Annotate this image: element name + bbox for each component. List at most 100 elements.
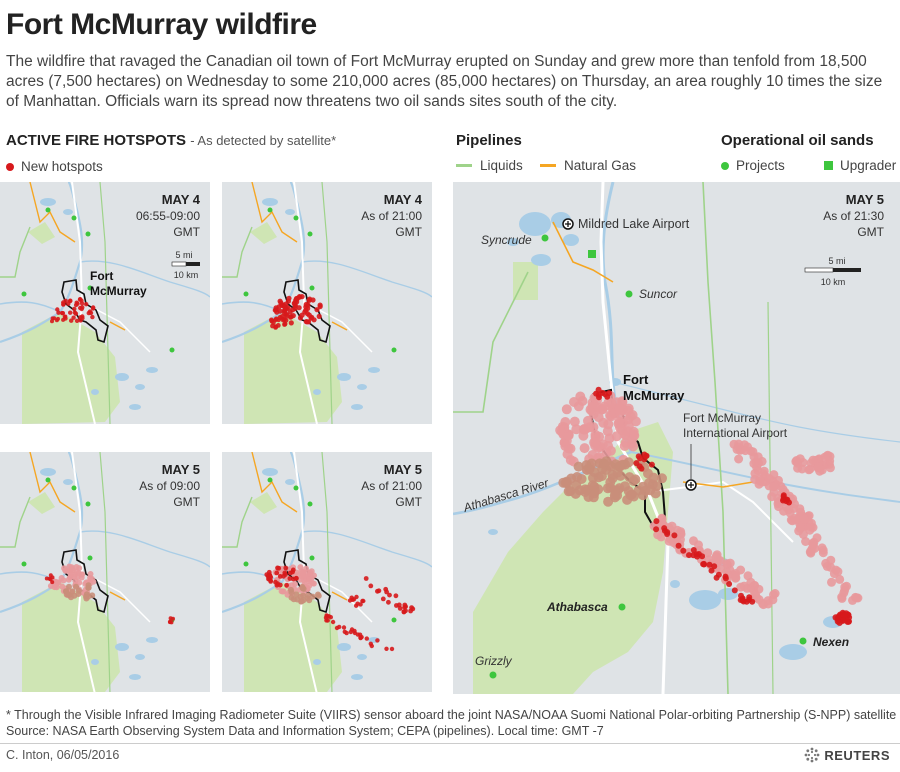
map-time-label: As of 21:00 — [361, 479, 422, 493]
new-hotspot — [287, 576, 293, 581]
city-label-line2: McMurray — [90, 284, 147, 298]
new-hotspot — [653, 518, 660, 525]
new-hotspot — [653, 526, 660, 533]
oil-sands-project-icon — [391, 347, 397, 353]
new-hotspot — [78, 297, 83, 302]
water-body — [63, 209, 73, 215]
liquids-pipeline — [0, 496, 31, 548]
water-body — [262, 198, 278, 206]
older-hotspot — [558, 477, 569, 488]
new-hotspot — [273, 316, 279, 322]
forest-area — [22, 312, 120, 424]
older-hotspot — [657, 473, 667, 484]
water-body — [337, 643, 351, 651]
new-hotspot — [713, 574, 720, 581]
new-hotspot — [290, 313, 296, 319]
old-hotspot — [606, 398, 617, 409]
water-body — [313, 389, 321, 395]
older-hotspot — [288, 589, 295, 596]
new-hotspot — [648, 461, 655, 468]
new-hotspot — [78, 315, 83, 320]
older-hotspot — [630, 474, 641, 485]
gas-pipeline-short — [331, 591, 348, 601]
new-hotspot — [384, 646, 389, 651]
old-hotspot — [571, 424, 582, 435]
new-hotspot — [841, 612, 848, 619]
map-timezone-label: GMT — [395, 495, 422, 509]
old-hotspot — [657, 515, 667, 524]
new-hotspot — [84, 302, 89, 307]
legend-natural-gas-label: Natural Gas — [564, 158, 637, 173]
old-hotspot — [66, 563, 73, 570]
map-timezone-label: GMT — [395, 225, 422, 239]
new-hotspot — [380, 596, 386, 602]
large-map: MAY 5 As of 21:30 GMT 5 mi 10 km Mildred Lake… — [453, 182, 900, 694]
new-hotspot — [90, 306, 96, 311]
older-hotspot — [71, 592, 78, 599]
athabasca-label: Athabasca — [546, 600, 608, 614]
new-hotspot — [79, 306, 84, 312]
old-hotspot — [827, 577, 836, 587]
new-hotspot — [296, 305, 302, 311]
new-hotspot — [324, 618, 329, 623]
oil-sands-project-icon — [71, 485, 77, 491]
intl-airport-label-line2: International Airport — [683, 426, 788, 440]
old-hotspot — [604, 433, 615, 444]
legend-upgrader: Upgrader — [824, 158, 896, 173]
water-body — [115, 643, 129, 651]
map-time-label: As of 09:00 — [139, 479, 200, 493]
old-hotspot — [798, 458, 808, 467]
forest-area — [244, 312, 342, 424]
new-hotspot — [309, 314, 315, 320]
older-hotspot — [309, 593, 316, 600]
old-hotspot — [703, 548, 713, 558]
water-body — [689, 590, 721, 610]
water-body — [670, 580, 680, 588]
older-hotspot — [601, 456, 612, 467]
new-hotspot — [282, 304, 288, 310]
old-hotspot — [593, 412, 604, 423]
water-body — [313, 659, 321, 665]
new-hotspot — [780, 497, 786, 504]
new-hotspot — [282, 310, 288, 316]
oil-sands-project-icon — [293, 215, 299, 221]
small-map-4: MAY 5 As of 21:00 GMT — [222, 452, 432, 692]
new-hotspot — [694, 553, 701, 560]
oil-sands-project-icon — [267, 207, 273, 213]
new-hotspot — [364, 636, 369, 641]
brand-label: REUTERS — [824, 747, 890, 763]
old-hotspot — [51, 584, 58, 591]
new-hotspot — [275, 565, 280, 571]
old-hotspot — [769, 482, 778, 492]
map-date-label: MAY 4 — [384, 192, 423, 207]
nexen-project-icon — [799, 637, 807, 645]
old-hotspot — [840, 582, 850, 592]
older-hotspot — [609, 490, 620, 501]
legend-liquids-label: Liquids — [480, 158, 523, 173]
new-hotspot — [341, 625, 347, 630]
old-hotspot — [297, 576, 304, 583]
older-hotspot — [628, 491, 639, 502]
new-hotspot — [50, 580, 55, 585]
oil-sands-project-icon — [169, 347, 175, 353]
new-hotspot — [680, 547, 687, 554]
new-hotspot — [171, 616, 175, 621]
liquids-pipeline — [222, 496, 253, 548]
old-hotspot — [770, 589, 780, 598]
oil-sands-project-icon — [21, 561, 27, 567]
old-hotspot — [73, 568, 80, 575]
water-body — [91, 659, 99, 665]
oil-sands-project-icon — [243, 561, 249, 567]
new-hotspot — [408, 608, 413, 614]
old-hotspot — [852, 593, 862, 603]
new-hotspot — [836, 619, 843, 626]
new-hotspot — [638, 465, 645, 472]
suncor-project-icon — [625, 290, 633, 298]
new-hotspot — [376, 588, 382, 594]
map-time-label: 06:55-09:00 — [136, 209, 200, 223]
intl-airport-label-line1: Fort McMurray — [683, 411, 761, 425]
city-label-line1: Fort — [90, 269, 113, 283]
gas-pipeline — [29, 452, 76, 513]
new-hotspot — [596, 394, 602, 401]
upgrader-square-icon — [824, 161, 833, 170]
